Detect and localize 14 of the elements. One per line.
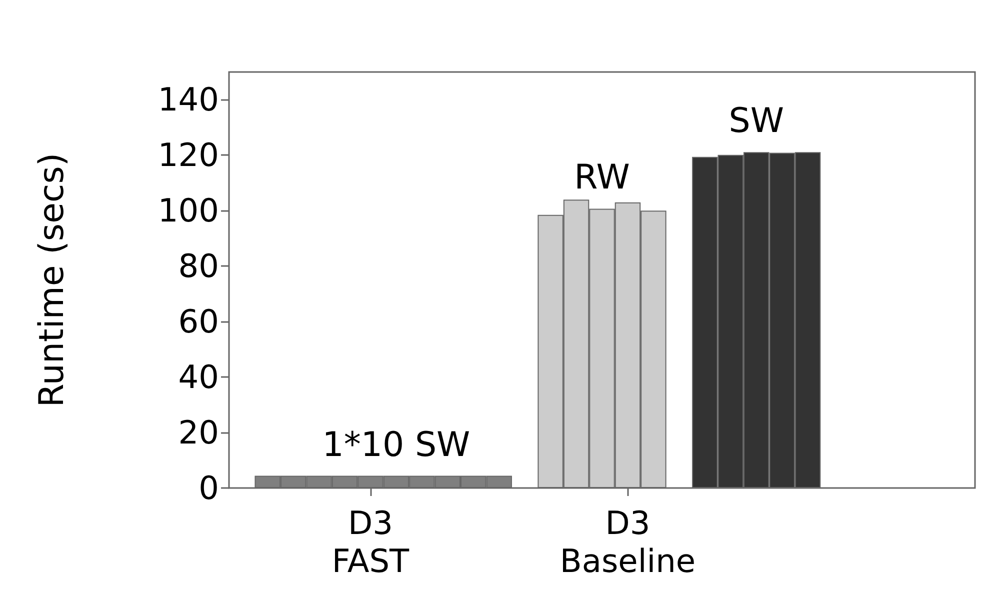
y-tick-label: 60 [178, 302, 219, 341]
y-tick-label: 20 [178, 414, 219, 452]
series-label: SW [728, 101, 784, 142]
y-tick-label: 40 [178, 358, 219, 396]
series-label: 1*10 SW [322, 424, 470, 465]
y-tick-label: 100 [158, 192, 219, 230]
y-tick-label: 140 [158, 80, 219, 119]
x-tick-label: D3 FAST [332, 504, 410, 580]
x-tick-label: D3 Baseline [560, 504, 696, 580]
y-axis-title: Runtime (secs) [32, 152, 72, 408]
y-tick-label: 120 [158, 136, 219, 174]
series-label: RW [574, 158, 630, 198]
y-tick-label: 0 [198, 469, 219, 507]
y-tick-label: 80 [178, 247, 219, 286]
